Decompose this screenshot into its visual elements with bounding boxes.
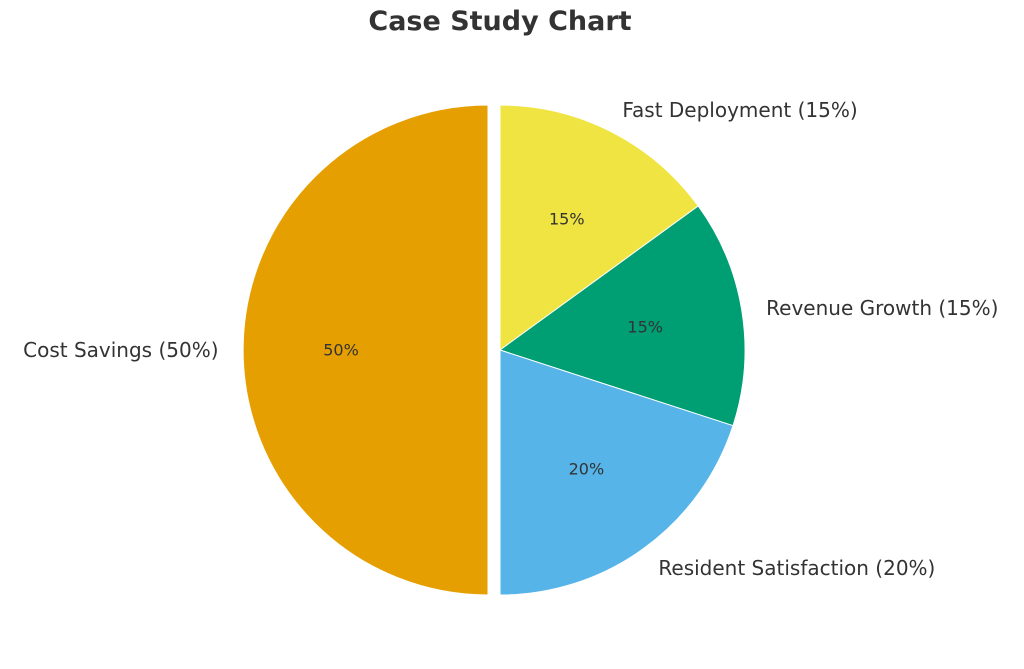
chart-title: Case Study Chart <box>368 6 632 37</box>
slice-label-revenue-growth: Revenue Growth (15%) <box>766 296 998 320</box>
pie-slice-fast-deployment <box>499 104 699 351</box>
slice-label-cost-savings: Cost Savings (50%) <box>23 338 218 362</box>
slice-label-fast-deployment: Fast Deployment (15%) <box>622 98 857 122</box>
labels-layer: 15% Fast Deployment (15%) 15% Revenue Growt… <box>23 98 998 580</box>
pie-slice-cost-savings <box>242 104 489 596</box>
pct-label-resident-satisfaction: 20% <box>569 459 605 478</box>
pct-label-cost-savings: 50% <box>323 341 359 360</box>
slice-label-resident-satisfaction: Resident Satisfaction (20%) <box>658 556 935 580</box>
pct-label-fast-deployment: 15% <box>549 210 585 229</box>
pie-slice-resident-satisfaction <box>499 349 734 596</box>
slices-layer <box>242 104 746 596</box>
pct-label-revenue-growth: 15% <box>627 318 663 337</box>
pie-slice-revenue-growth <box>498 205 746 427</box>
